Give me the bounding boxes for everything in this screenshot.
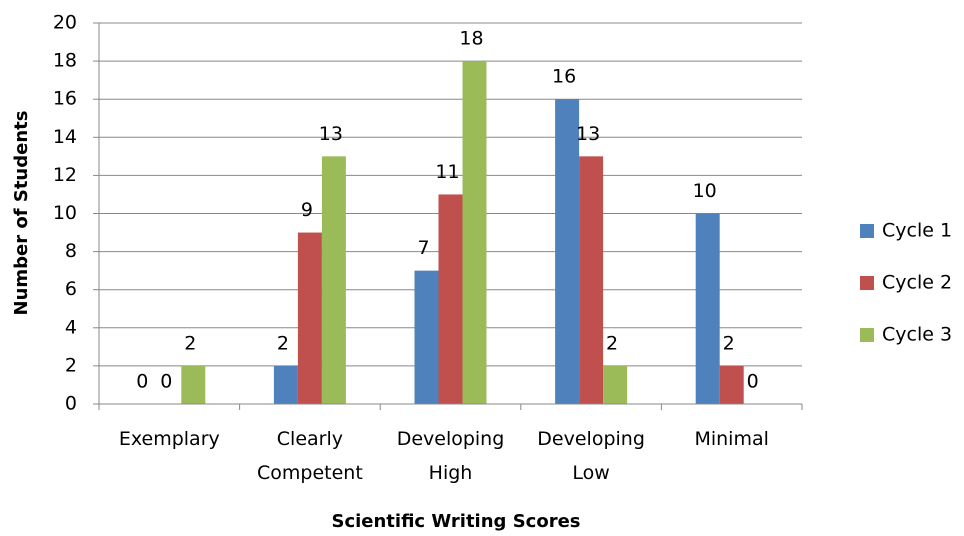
bar xyxy=(555,99,580,404)
x-tick-label: Minimal xyxy=(694,428,769,450)
data-label: 16 xyxy=(552,66,576,88)
data-label: 2 xyxy=(606,332,618,354)
legend-label: Cycle 3 xyxy=(882,324,952,346)
y-tick-label: 8 xyxy=(65,240,77,262)
legend-swatch xyxy=(860,224,874,238)
legend-swatch xyxy=(860,276,874,290)
y-tick-label: 16 xyxy=(53,88,77,110)
bar xyxy=(695,213,720,404)
data-label: 9 xyxy=(301,199,313,221)
y-tick-label: 2 xyxy=(65,354,77,376)
y-tick-label: 0 xyxy=(65,393,77,415)
data-label: 11 xyxy=(435,161,459,183)
data-label: 13 xyxy=(576,123,600,145)
legend-label: Cycle 1 xyxy=(882,220,952,242)
bar xyxy=(414,270,439,404)
data-label: 10 xyxy=(693,180,717,202)
bar xyxy=(462,61,487,404)
y-tick-label: 20 xyxy=(53,12,77,34)
data-label: 0 xyxy=(160,371,172,393)
bar xyxy=(438,194,463,404)
y-tick-label: 18 xyxy=(53,50,77,72)
bar xyxy=(603,365,628,404)
data-label: 2 xyxy=(184,332,196,354)
legend-swatch xyxy=(860,328,874,342)
data-label: 2 xyxy=(723,332,735,354)
data-label: 7 xyxy=(417,237,429,259)
x-tick-label: Clearly Competent xyxy=(257,428,363,484)
y-tick-label: 10 xyxy=(53,202,77,224)
data-label: 13 xyxy=(319,123,343,145)
data-label: 0 xyxy=(136,371,148,393)
x-tick-label: Developing High xyxy=(396,428,505,484)
bar xyxy=(321,156,346,404)
legend-label: Cycle 2 xyxy=(882,272,952,294)
bar xyxy=(273,365,298,404)
bar xyxy=(579,156,604,404)
x-axis-title: Scientific Writing Scores xyxy=(331,511,580,532)
y-axis-title: Number of Students xyxy=(11,111,32,316)
bar xyxy=(181,365,206,404)
data-label: 18 xyxy=(459,28,483,50)
y-tick-label: 12 xyxy=(53,164,77,186)
y-tick-label: 4 xyxy=(65,316,77,338)
bar xyxy=(719,365,744,404)
y-tick-label: 6 xyxy=(65,278,77,300)
data-label: 0 xyxy=(747,371,759,393)
y-tick-label: 14 xyxy=(53,126,77,148)
bar xyxy=(297,232,322,404)
x-tick-label: Exemplary xyxy=(118,428,220,450)
data-label: 2 xyxy=(277,332,289,354)
x-tick-label: Developing Low xyxy=(537,428,645,484)
